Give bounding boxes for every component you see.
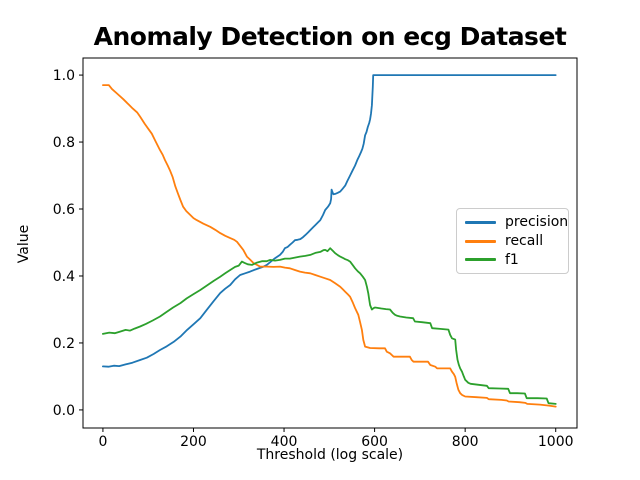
- x-tick-label: 200: [180, 434, 207, 450]
- y-tick-label: 0.0: [53, 403, 75, 419]
- legend-item-label: recall: [505, 233, 544, 249]
- x-tick-label: 800: [452, 434, 479, 450]
- x-tick-label: 600: [361, 434, 388, 450]
- y-tick-label: 0.6: [53, 202, 75, 218]
- legend-item-precision: precision: [465, 213, 568, 232]
- x-tick-label: 0: [98, 434, 107, 450]
- x-tick-label: 400: [271, 434, 298, 450]
- legend-line-swatch: [465, 220, 496, 224]
- series-line-precision: [102, 74, 557, 368]
- y-axis-label: Value: [16, 224, 32, 264]
- legend-item-f1: f1: [465, 250, 560, 269]
- series-line-f1: [102, 247, 557, 405]
- y-tick-label: 0.8: [53, 135, 75, 151]
- legend: precision recall f1: [456, 208, 569, 274]
- legend-line-swatch: [465, 239, 496, 243]
- legend-line-swatch: [465, 258, 496, 262]
- series-line-recall: [102, 84, 557, 408]
- legend-item-label: f1: [505, 251, 519, 268]
- legend-item-label: precision: [505, 214, 569, 231]
- legend-item-recall: recall: [465, 232, 560, 251]
- x-tick-label: 1000: [538, 434, 574, 450]
- y-tick-label: 0.4: [53, 269, 75, 285]
- chart-title: Anomaly Detection on ecg Dataset: [93, 22, 567, 51]
- y-tick-label: 1.0: [53, 68, 75, 84]
- x-axis-label: Threshold (log scale): [256, 447, 404, 463]
- axes-spines: [82, 57, 578, 429]
- y-tick-label: 0.2: [53, 336, 75, 352]
